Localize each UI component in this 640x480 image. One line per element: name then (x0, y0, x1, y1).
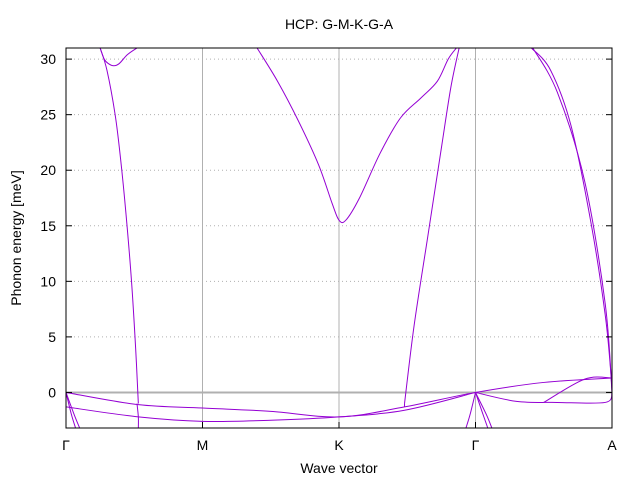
y-tick-label: 20 (40, 162, 56, 178)
x-tick-label: Γ (62, 437, 70, 453)
x-axis-label: Wave vector (300, 460, 378, 476)
phonon-band-10 (543, 376, 612, 403)
y-tick-label: 10 (40, 273, 56, 289)
phonon-band-13 (465, 392, 476, 428)
x-tick-label: M (197, 437, 209, 453)
band-series (66, 48, 612, 428)
phonon-band-2 (99, 48, 139, 404)
chart-title: HCP: G-M-K-G-A (285, 16, 394, 32)
phonon-band-14 (475, 392, 493, 428)
x-tick-label: Γ (472, 437, 480, 453)
phonon-band-16 (136, 403, 139, 428)
phonon-band-1 (99, 48, 138, 67)
phonon-band-12 (66, 392, 77, 428)
phonon-band-3 (256, 48, 457, 224)
x-tick-label: A (607, 437, 617, 453)
phonon-band-4 (404, 48, 460, 404)
phonon-band-8 (66, 391, 476, 423)
y-axis-label: Phonon energy [meV] (8, 170, 24, 305)
phonon-band-6 (532, 48, 612, 393)
phonon-band-5 (531, 48, 612, 393)
grid (66, 48, 612, 428)
phonon-band-15 (475, 392, 489, 428)
phonon-band-9 (475, 391, 612, 404)
phonon-band-11 (66, 392, 81, 428)
y-ticks: 0 5 10 15 20 25 30 (40, 51, 612, 400)
y-tick-label: 0 (48, 384, 56, 400)
y-tick-label: 25 (40, 107, 56, 123)
x-tick-label: K (334, 437, 344, 453)
y-tick-label: 5 (48, 329, 56, 345)
y-tick-label: 15 (40, 218, 56, 234)
y-tick-label: 30 (40, 51, 56, 67)
